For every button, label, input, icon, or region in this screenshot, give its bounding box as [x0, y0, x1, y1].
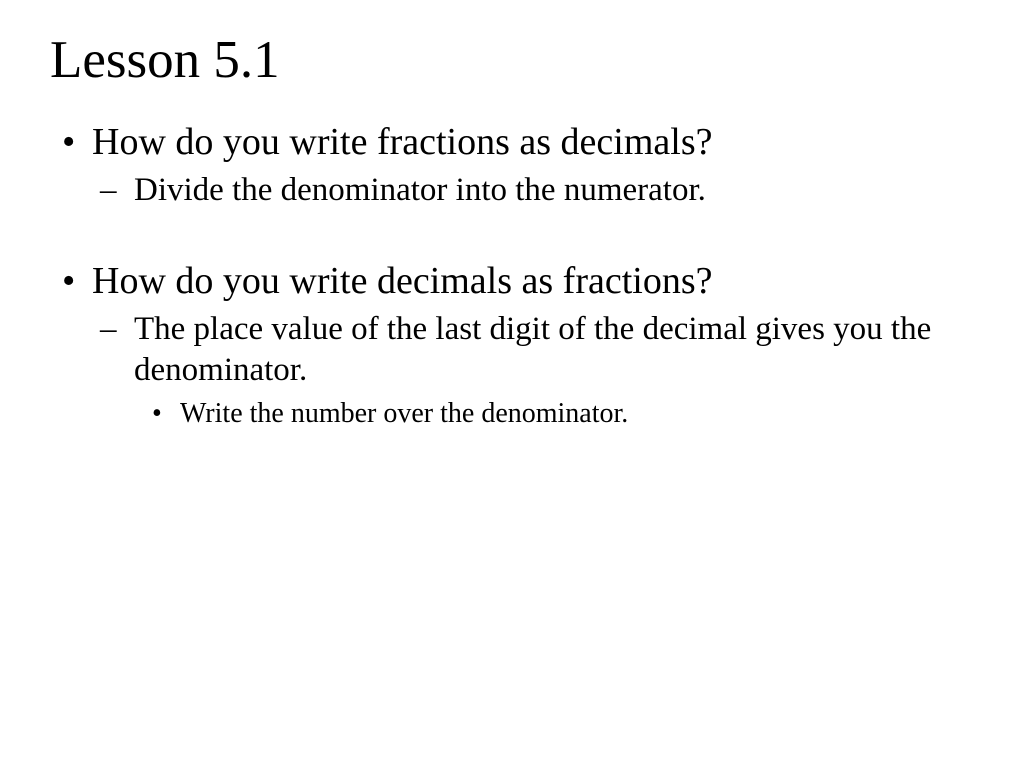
bullet-item: Write the number over the denominator. — [134, 396, 974, 431]
bullet-text: Divide the denominator into the numerato… — [134, 172, 706, 208]
bullet-item: How do you write decimals as fractions? … — [50, 258, 974, 431]
bullet-item: Divide the denominator into the numerato… — [92, 170, 974, 211]
bullet-item: The place value of the last digit of the… — [92, 309, 974, 431]
bullet-list-level2: Divide the denominator into the numerato… — [92, 170, 974, 211]
bullet-list-level1: How do you write fractions as decimals? … — [50, 119, 974, 212]
bullet-list-level2: The place value of the last digit of the… — [92, 309, 974, 431]
spacer — [50, 218, 974, 258]
bullet-item: How do you write fractions as decimals? … — [50, 119, 974, 212]
slide: Lesson 5.1 How do you write fractions as… — [0, 0, 1024, 768]
bullet-text: Write the number over the denominator. — [180, 398, 628, 429]
bullet-list-level3: Write the number over the denominator. — [134, 396, 974, 431]
slide-title: Lesson 5.1 — [50, 30, 974, 91]
bullet-text: How do you write decimals as fractions? — [92, 260, 713, 302]
bullet-text: How do you write fractions as decimals? — [92, 121, 713, 163]
bullet-text: The place value of the last digit of the… — [134, 311, 931, 388]
bullet-list-level1: How do you write decimals as fractions? … — [50, 258, 974, 431]
